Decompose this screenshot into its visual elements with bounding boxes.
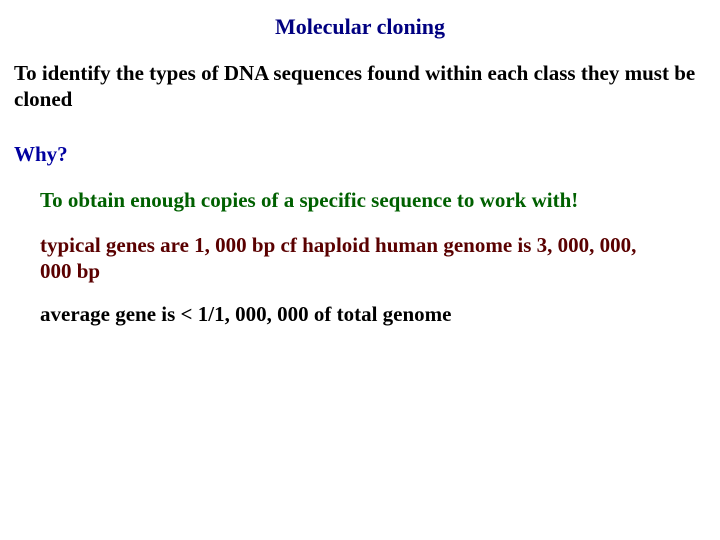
why-heading: Why? [14, 142, 68, 167]
intro-paragraph: To identify the types of DNA sequences f… [14, 60, 706, 113]
gene-size-paragraph: typical genes are 1, 000 bp cf haploid h… [40, 232, 660, 285]
slide-title: Molecular cloning [0, 14, 720, 40]
answer-line: To obtain enough copies of a specific se… [40, 188, 700, 213]
slide: Molecular cloning To identify the types … [0, 0, 720, 540]
genome-fraction-paragraph: average gene is < 1/1, 000, 000 of total… [40, 302, 700, 327]
